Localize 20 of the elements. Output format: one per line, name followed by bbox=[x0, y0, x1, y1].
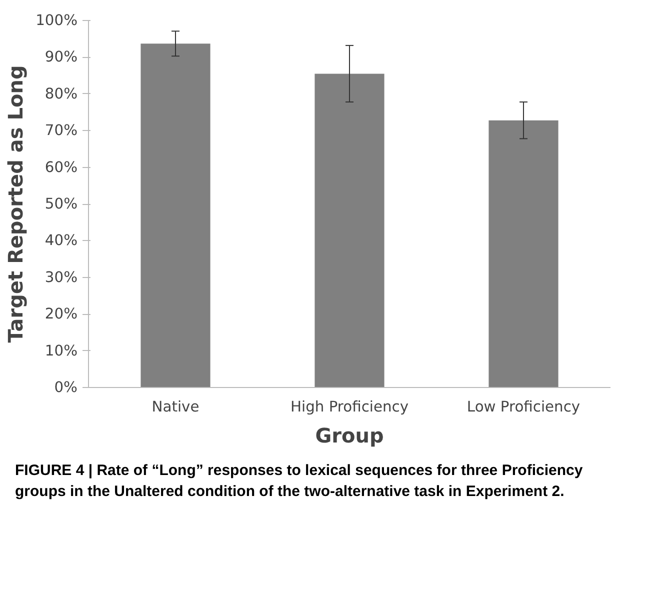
bar bbox=[488, 120, 558, 388]
y-tick-label: 90% bbox=[44, 48, 78, 66]
x-tick-label: High Proficiency bbox=[290, 398, 409, 416]
y-tick-label: 20% bbox=[44, 306, 78, 323]
bar bbox=[314, 74, 384, 388]
bar bbox=[140, 44, 210, 388]
y-axis-title: Target Reported as Long bbox=[4, 65, 28, 343]
y-tick-label: 100% bbox=[36, 12, 78, 29]
y-tick-label: 70% bbox=[44, 122, 78, 140]
y-tick-label: 10% bbox=[44, 342, 78, 360]
x-tick-label: Native bbox=[152, 398, 200, 416]
y-tick-label: 30% bbox=[44, 268, 78, 286]
y-tick-label: 50% bbox=[44, 196, 78, 212]
y-tick-label: 0% bbox=[54, 379, 78, 396]
caption: FIGURE 4 | Rate of “Long” responses to lexical sequences for three Proficiency groups in the Unaltered condition of the two-alternative task in Experiment 2. bbox=[15, 461, 584, 502]
y-tick-label: 40% bbox=[44, 232, 78, 250]
y-tick-label: 60% bbox=[44, 158, 78, 176]
x-tick-label: Low Proficiency bbox=[466, 398, 580, 416]
x-axis-title: Group bbox=[315, 424, 384, 448]
y-tick-label: 80% bbox=[44, 85, 78, 102]
